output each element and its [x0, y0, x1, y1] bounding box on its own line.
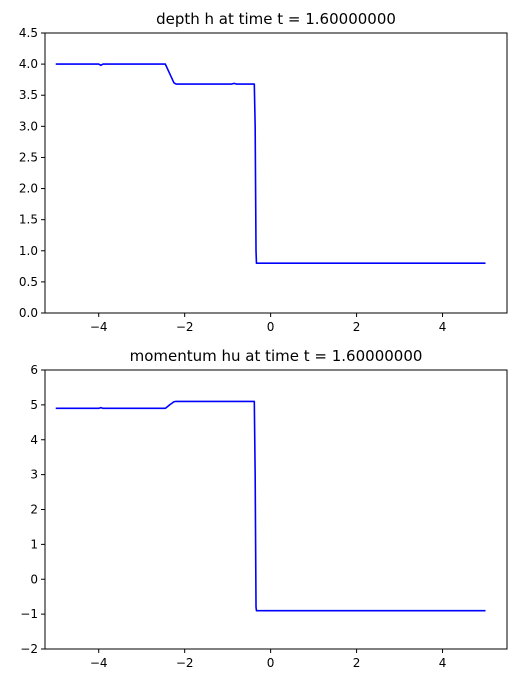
- y-tick-label: 2.5: [19, 150, 38, 164]
- y-tick-label: 0.0: [19, 306, 38, 320]
- x-tick-label: 2: [353, 656, 361, 670]
- x-tick-label: 0: [267, 656, 275, 670]
- series-line: [55, 63, 486, 265]
- x-tick-label: −2: [176, 656, 194, 670]
- x-tick-label: −4: [90, 656, 108, 670]
- y-tick-label: 5: [30, 398, 38, 412]
- x-tick-label: 4: [439, 656, 447, 670]
- y-tick-label: 0.5: [19, 275, 38, 289]
- depth-plot: depth h at time t = 1.60000000 −4 −2 0 2 4 0.0…: [19, 10, 508, 334]
- y-tick-label: 4: [30, 433, 38, 447]
- y-tick-label: −1: [20, 607, 38, 621]
- x-tick-label: −2: [176, 320, 194, 334]
- y-tick-label: 1.0: [19, 244, 38, 258]
- axes-frame: [44, 32, 508, 314]
- y-tick-label: 0: [30, 572, 38, 586]
- x-tick-label: 4: [439, 320, 447, 334]
- x-tick-label: 2: [353, 320, 361, 334]
- y-tick-label: 1.5: [19, 213, 38, 227]
- plot-title: momentum hu at time t = 1.60000000: [130, 347, 423, 365]
- plot-title: depth h at time t = 1.60000000: [156, 10, 396, 28]
- momentum-plot: momentum hu at time t = 1.60000000 −4 −2 0 2…: [20, 347, 508, 670]
- y-tick-label: 2.0: [19, 182, 38, 196]
- y-tick-label: 2: [30, 503, 38, 517]
- y-tick-label: 6: [30, 363, 38, 377]
- series-line: [55, 400, 486, 612]
- x-tick-label: −4: [90, 320, 108, 334]
- x-tick-label: 0: [267, 320, 275, 334]
- y-tick-label: 3: [30, 468, 38, 482]
- axes-frame: [44, 369, 508, 650]
- y-tick-label: 3.5: [19, 88, 38, 102]
- y-tick-label: 4.5: [19, 26, 38, 40]
- y-tick-label: 3.0: [19, 119, 38, 133]
- y-tick-label: −2: [20, 642, 38, 656]
- y-tick-label: 4.0: [19, 57, 38, 71]
- y-tick-label: 1: [30, 537, 38, 551]
